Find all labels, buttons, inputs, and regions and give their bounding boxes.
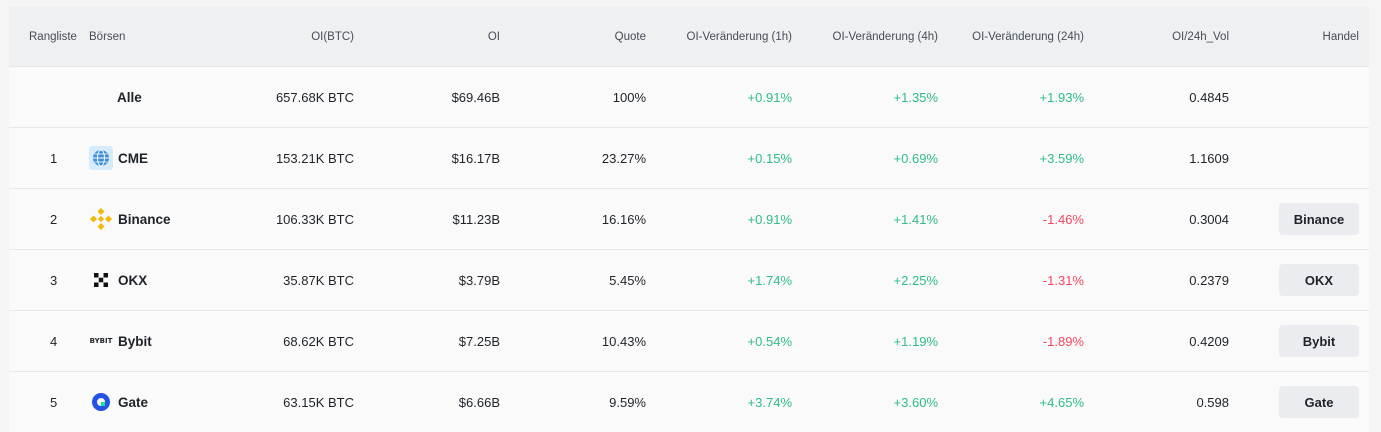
change-1h-cell: +0.15% xyxy=(747,150,792,166)
exchange-label: Binance xyxy=(118,211,171,227)
change-24h-cell: -1.31% xyxy=(1042,272,1084,288)
table-row: 2 Binance 106.33K BTC $11.23B 16.16% +0.… xyxy=(9,189,1369,250)
oi-btc-cell: 657.68K BTC xyxy=(275,89,354,105)
trade-cell: Binance xyxy=(1279,189,1359,249)
oi-vol-cell: 0.4845 xyxy=(1189,89,1229,105)
exchange-name: Binance xyxy=(89,189,171,249)
header-oi-btc[interactable]: OI(BTC) xyxy=(311,30,354,43)
exchange-name: CME xyxy=(89,128,148,188)
change-1h-cell: +0.91% xyxy=(747,89,792,105)
oi-btc-cell: 35.87K BTC xyxy=(283,272,354,288)
rank-cell: 2 xyxy=(50,211,58,227)
table-row: Alle 657.68K BTC $69.46B 100% +0.91% +1.… xyxy=(9,67,1369,128)
exchange-label: Gate xyxy=(118,394,149,410)
change-1h-cell: +0.91% xyxy=(747,211,792,227)
open-interest-table: Rangliste Börsen OI(BTC) OI Quote OI-Ver… xyxy=(9,7,1369,432)
exchange-name: OKX xyxy=(89,250,147,310)
exchange-name: BYBIT Bybit xyxy=(89,311,152,371)
change-4h-cell: +3.60% xyxy=(893,394,938,410)
trade-okx-button[interactable]: OKX xyxy=(1279,264,1359,296)
header-exchange[interactable]: Börsen xyxy=(89,30,126,43)
table-row: 1 CME 153.21K BTC $16.17B 23.27% +0.15% … xyxy=(9,128,1369,189)
change-24h-cell: -1.89% xyxy=(1042,333,1084,349)
trade-cell: OKX xyxy=(1279,250,1359,310)
rank-cell: 4 xyxy=(50,333,58,349)
bybit-logo-text: BYBIT xyxy=(89,337,113,345)
share-cell: 10.43% xyxy=(601,333,646,349)
oi-btc-cell: 68.62K BTC xyxy=(283,333,354,349)
table-row: 3 OKX 35.87K BTC $3.79B 5.45% +1.74% +2.… xyxy=(9,250,1369,311)
table-row: 5 Gate 63.15K BTC $6.66B 9.59% +3.74% +3… xyxy=(9,372,1369,432)
trade-cell: Gate xyxy=(1279,372,1359,432)
header-change-24h[interactable]: OI-Veränderung (24h) xyxy=(972,30,1084,43)
table-header-row: Rangliste Börsen OI(BTC) OI Quote OI-Ver… xyxy=(9,7,1369,67)
change-1h-cell: +3.74% xyxy=(747,394,792,410)
change-4h-cell: +1.19% xyxy=(893,333,938,349)
oi-vol-cell: 0.4209 xyxy=(1189,333,1229,349)
share-cell: 16.16% xyxy=(601,211,646,227)
change-4h-cell: +0.69% xyxy=(893,150,938,166)
oi-vol-cell: 1.1609 xyxy=(1189,150,1229,166)
rank-cell: 1 xyxy=(50,150,58,166)
rank-cell: 5 xyxy=(50,394,58,410)
header-oi-vol[interactable]: OI/24h_Vol xyxy=(1172,30,1229,43)
header-rank[interactable]: Rangliste xyxy=(29,30,77,43)
oi-btc-cell: 63.15K BTC xyxy=(283,394,354,410)
exchange-label: Alle xyxy=(117,89,142,105)
oi-cell: $16.17B xyxy=(451,150,500,166)
trade-binance-button[interactable]: Binance xyxy=(1279,203,1359,235)
trade-gate-button[interactable]: Gate xyxy=(1279,386,1359,418)
okx-logo-icon xyxy=(89,268,113,292)
change-24h-cell: +3.59% xyxy=(1039,150,1084,166)
change-1h-cell: +1.74% xyxy=(747,272,792,288)
change-4h-cell: +2.25% xyxy=(893,272,938,288)
header-oi[interactable]: OI xyxy=(487,30,500,43)
rank-cell: 3 xyxy=(50,272,58,288)
share-cell: 100% xyxy=(612,89,646,105)
share-cell: 5.45% xyxy=(609,272,646,288)
header-trade: Handel xyxy=(1322,30,1359,43)
exchange-label: CME xyxy=(118,150,148,166)
header-change-4h[interactable]: OI-Veränderung (4h) xyxy=(832,30,938,43)
oi-cell: $3.79B xyxy=(458,272,500,288)
change-24h-cell: +4.65% xyxy=(1039,394,1084,410)
oi-cell: $11.23B xyxy=(452,211,500,227)
change-24h-cell: -1.46% xyxy=(1042,211,1084,227)
oi-btc-cell: 153.21K BTC xyxy=(275,150,354,166)
trade-cell: Bybit xyxy=(1279,311,1359,371)
exchange-label: Bybit xyxy=(118,333,152,349)
header-share[interactable]: Quote xyxy=(614,30,646,43)
table-row: 4 BYBIT Bybit 68.62K BTC $7.25B 10.43% +… xyxy=(9,311,1369,372)
exchange-label: OKX xyxy=(118,272,148,288)
bybit-logo-icon: BYBIT xyxy=(89,329,113,353)
trade-bybit-button[interactable]: Bybit xyxy=(1279,325,1359,357)
change-1h-cell: +0.54% xyxy=(747,333,792,349)
globe-icon xyxy=(89,146,113,170)
change-24h-cell: +1.93% xyxy=(1039,89,1084,105)
exchange-name: Gate xyxy=(89,372,148,432)
oi-btc-cell: 106.33K BTC xyxy=(275,211,354,227)
change-4h-cell: +1.35% xyxy=(893,89,938,105)
header-change-1h[interactable]: OI-Veränderung (1h) xyxy=(686,30,792,43)
share-cell: 23.27% xyxy=(601,150,646,166)
share-cell: 9.59% xyxy=(609,394,646,410)
binance-logo-icon xyxy=(89,207,113,231)
oi-vol-cell: 0.598 xyxy=(1196,394,1229,410)
oi-vol-cell: 0.3004 xyxy=(1189,211,1229,227)
oi-cell: $7.25B xyxy=(458,333,500,349)
oi-vol-cell: 0.2379 xyxy=(1189,272,1229,288)
oi-cell: $69.46B xyxy=(451,89,500,105)
exchange-name: Alle xyxy=(117,67,142,127)
change-4h-cell: +1.41% xyxy=(893,211,938,227)
gate-logo-icon xyxy=(89,390,113,414)
oi-cell: $6.66B xyxy=(458,394,500,410)
